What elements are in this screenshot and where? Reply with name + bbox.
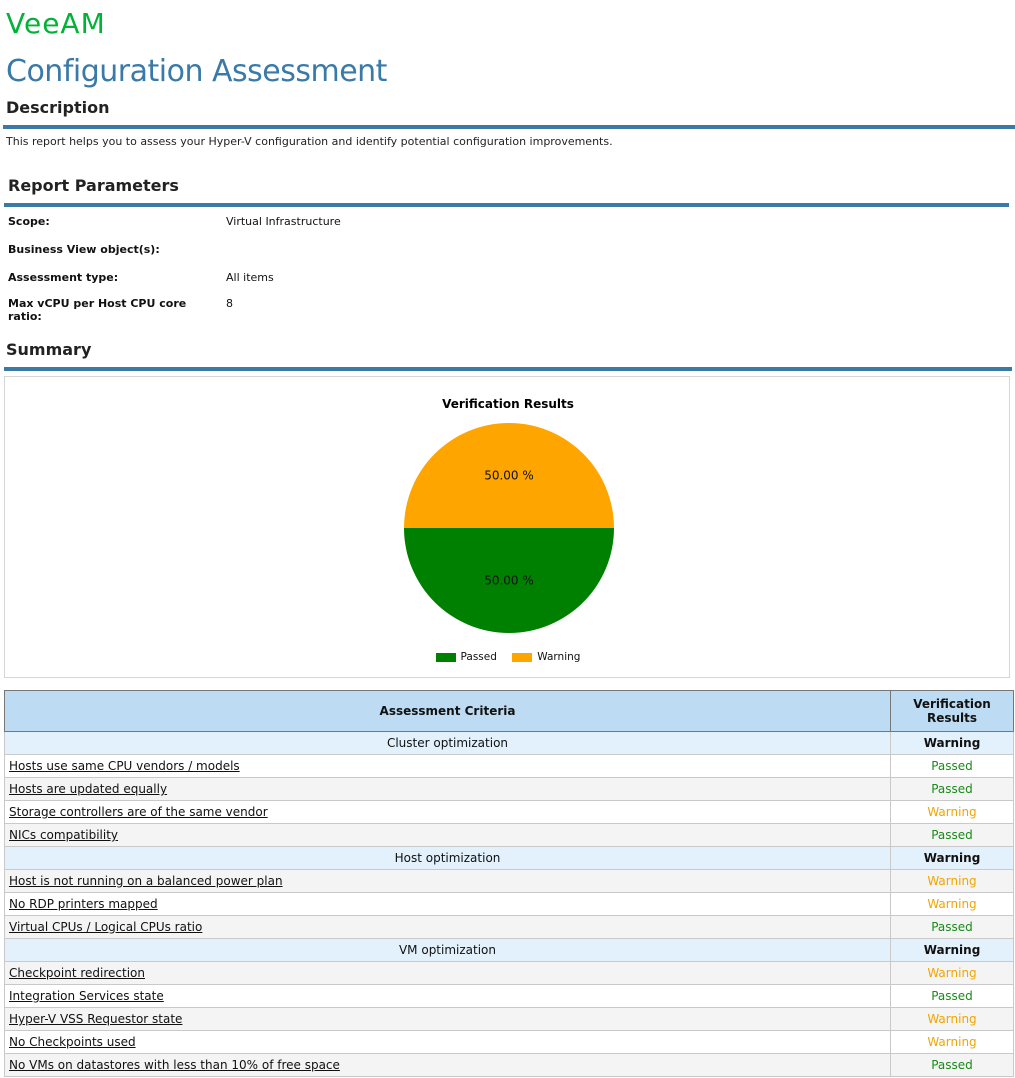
criteria-link[interactable]: Hosts are updated equally <box>4 777 891 801</box>
param-value-assessment-type: All items <box>226 271 274 284</box>
chart-legend: Passed Warning <box>5 651 1011 663</box>
result-cell: Warning <box>890 869 1014 893</box>
group-result: Warning <box>890 938 1014 962</box>
group-result: Warning <box>890 846 1014 870</box>
description-heading: Description <box>6 98 110 117</box>
group-name: Cluster optimization <box>4 731 891 755</box>
result-cell: Passed <box>890 754 1014 778</box>
legend-label-passed: Passed <box>460 651 497 663</box>
verification-chart: Verification Results 50.00 % 50.00 % Pass… <box>4 376 1010 678</box>
legend-swatch-passed <box>435 652 456 662</box>
criteria-link[interactable]: No RDP printers mapped <box>4 892 891 916</box>
table-row: Hyper-V VSS Requestor state Warning <box>4 1007 1014 1031</box>
criteria-link[interactable]: Host is not running on a balanced power … <box>4 869 891 893</box>
result-cell: Warning <box>890 892 1014 916</box>
table-row: Virtual CPUs / Logical CPUs ratio Passed <box>4 915 1014 939</box>
assessment-table: Assessment Criteria Verification Results… <box>4 690 1014 1077</box>
param-value-max-vcpu: 8 <box>226 297 233 310</box>
table-row: Hosts are updated equally Passed <box>4 777 1014 801</box>
table-row: No VMs on datastores with less than 10% … <box>4 1053 1014 1077</box>
summary-rule <box>4 367 1012 371</box>
summary-heading: Summary <box>6 340 92 359</box>
group-row: Cluster optimization Warning <box>4 731 1014 755</box>
description-rule <box>3 125 1015 129</box>
param-label-max-vcpu: Max vCPU per Host CPU core ratio: <box>8 297 187 323</box>
param-value-scope: Virtual Infrastructure <box>226 215 341 228</box>
pie-label-passed: 50.00 % <box>484 574 534 588</box>
pie-slice-warning <box>404 423 614 528</box>
criteria-link[interactable]: Hosts use same CPU vendors / models <box>4 754 891 778</box>
group-row: VM optimization Warning <box>4 938 1014 962</box>
result-cell: Passed <box>890 915 1014 939</box>
result-cell: Passed <box>890 777 1014 801</box>
result-cell: Passed <box>890 984 1014 1008</box>
header-assessment-criteria: Assessment Criteria <box>4 690 891 732</box>
criteria-link[interactable]: No Checkpoints used <box>4 1030 891 1054</box>
legend-swatch-warning <box>512 652 533 662</box>
criteria-link[interactable]: No VMs on datastores with less than 10% … <box>4 1053 891 1077</box>
table-row: Host is not running on a balanced power … <box>4 869 1014 893</box>
result-cell: Passed <box>890 1053 1014 1077</box>
table-row: Checkpoint redirection Warning <box>4 961 1014 985</box>
param-label-scope: Scope: <box>8 215 50 228</box>
result-cell: Warning <box>890 961 1014 985</box>
legend-label-warning: Warning <box>537 651 581 663</box>
result-cell: Warning <box>890 1007 1014 1031</box>
table-row: Hosts use same CPU vendors / models Passe… <box>4 754 1014 778</box>
criteria-link[interactable]: Hyper-V VSS Requestor state <box>4 1007 891 1031</box>
table-row: Integration Services state Passed <box>4 984 1014 1008</box>
veeam-logo: VeeAM <box>6 7 106 40</box>
page-title: Configuration Assessment <box>6 54 387 89</box>
table-row: NICs compatibility Passed <box>4 823 1014 847</box>
table-row: No RDP printers mapped Warning <box>4 892 1014 916</box>
param-label-business-view: Business View object(s): <box>8 243 160 256</box>
criteria-link[interactable]: Checkpoint redirection <box>4 961 891 985</box>
chart-title: Verification Results <box>442 397 574 411</box>
criteria-link[interactable]: Storage controllers are of the same vend… <box>4 800 891 824</box>
result-cell: Warning <box>890 1030 1014 1054</box>
table-row: No Checkpoints used Warning <box>4 1030 1014 1054</box>
header-verification-results: Verification Results <box>890 690 1014 732</box>
pie-slice-passed <box>404 528 614 633</box>
description-text: This report helps you to assess your Hyp… <box>6 135 613 148</box>
report-parameters-heading: Report Parameters <box>8 176 179 195</box>
pie-chart: 50.00 % 50.00 % <box>404 423 614 633</box>
param-label-assessment-type: Assessment type: <box>8 271 119 284</box>
group-row: Host optimization Warning <box>4 846 1014 870</box>
group-name: Host optimization <box>4 846 891 870</box>
result-cell: Passed <box>890 823 1014 847</box>
table-row: Storage controllers are of the same vend… <box>4 800 1014 824</box>
pie-label-warning: 50.00 % <box>484 469 534 483</box>
group-result: Warning <box>890 731 1014 755</box>
group-name: VM optimization <box>4 938 891 962</box>
result-cell: Warning <box>890 800 1014 824</box>
criteria-link[interactable]: Integration Services state <box>4 984 891 1008</box>
parameters-rule <box>4 203 1009 207</box>
legend-item-warning: Warning <box>512 651 580 663</box>
legend-item-passed: Passed <box>435 651 497 663</box>
criteria-link[interactable]: NICs compatibility <box>4 823 891 847</box>
criteria-link[interactable]: Virtual CPUs / Logical CPUs ratio <box>4 915 891 939</box>
